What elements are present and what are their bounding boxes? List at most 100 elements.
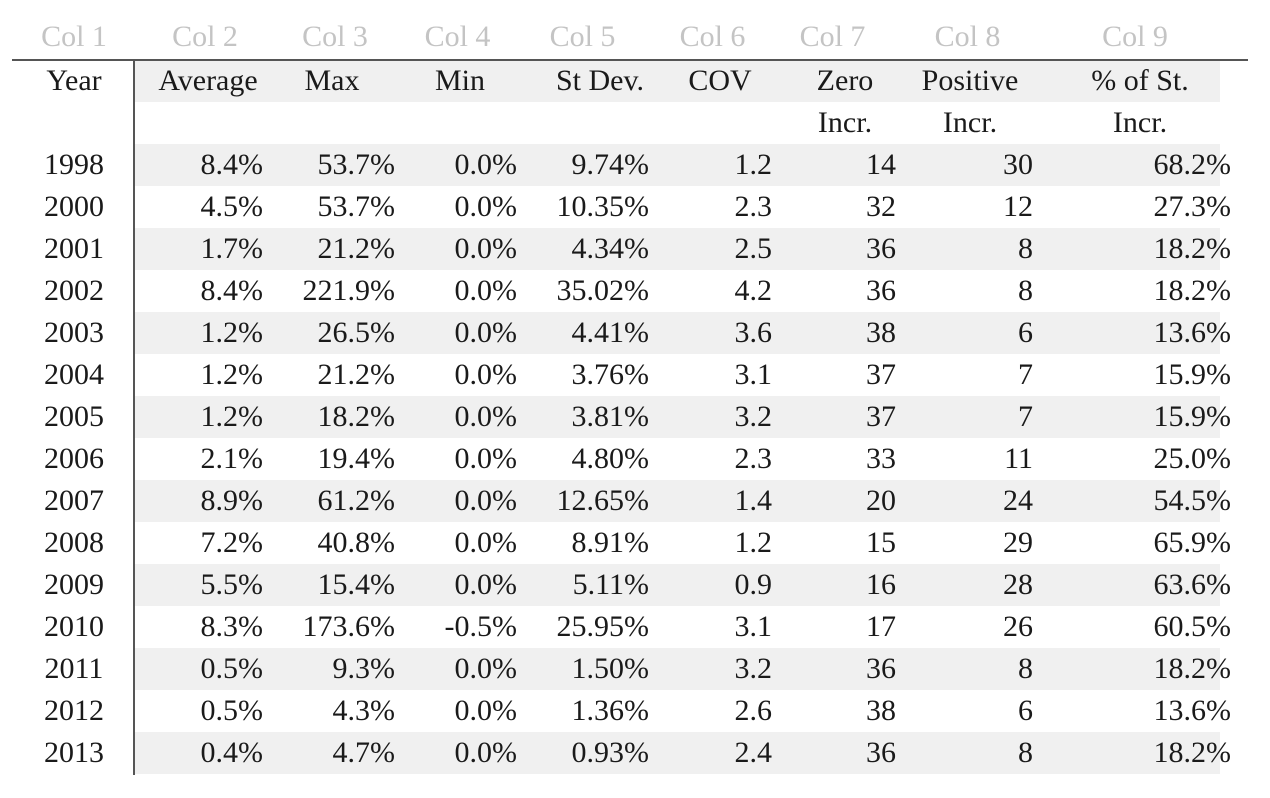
table-cell: 10.35%: [556, 190, 650, 223]
header-cell: COV: [688, 64, 752, 97]
table-cell: 5.11%: [572, 568, 649, 601]
table-cell: 2010: [44, 610, 104, 643]
header-cell: Zero: [816, 64, 874, 97]
table-cell: 2001: [44, 232, 104, 265]
table-cell: 0.0%: [454, 568, 518, 601]
table-cell: 18.2%: [1153, 232, 1232, 265]
table-cell: 6: [1018, 694, 1033, 727]
table-cell: 221.9%: [302, 274, 396, 307]
table-cell: 3.2: [734, 400, 773, 433]
table-cell: 8.3%: [200, 610, 264, 643]
table-cell: 1.7%: [200, 232, 264, 265]
table-cell: 1.36%: [571, 694, 650, 727]
header-cell: [535, 102, 665, 144]
table-cell: 2000: [44, 190, 104, 223]
table-cell: 32: [866, 190, 896, 223]
table-cell: 28: [1003, 568, 1033, 601]
header-cell: Incr.: [1112, 106, 1168, 139]
row-shading: [135, 732, 1220, 774]
row-shading: [135, 144, 1220, 186]
table-cell: 18.2%: [1153, 274, 1232, 307]
table-cell: 29: [1003, 526, 1033, 559]
table-cell: 26.5%: [317, 316, 396, 349]
table-cell: 2002: [44, 274, 104, 307]
table-cell: 15.9%: [1153, 358, 1232, 391]
table-cell: 0.0%: [454, 652, 518, 685]
table-cell: 15: [866, 526, 896, 559]
header-cell: [420, 102, 500, 144]
table-cell: 9.74%: [571, 148, 650, 181]
table-cell: 0.0%: [454, 274, 518, 307]
table-row: 2003 1.2% 26.5% 0.0% 4.41% 3.6 38 6 13.6%: [0, 312, 1270, 354]
header-cell: Average: [158, 64, 258, 97]
table-cell: 25.0%: [1153, 442, 1232, 475]
row-shading: [135, 312, 1220, 354]
header-row: Incr. Incr. Incr.: [0, 102, 1270, 144]
table-cell: 53.7%: [317, 190, 396, 223]
column-label: Col 7: [799, 20, 866, 53]
table-cell: 26: [1003, 610, 1033, 643]
table-cell: 4.2: [734, 274, 773, 307]
table-cell: 8.4%: [200, 148, 264, 181]
table-cell: 12: [1003, 190, 1033, 223]
table-cell: 7: [1018, 358, 1033, 391]
table-cell: 15.4%: [317, 568, 396, 601]
table-cell: 8.9%: [200, 484, 264, 517]
header-cell: [20, 102, 128, 144]
table-cell: 1.2%: [200, 316, 264, 349]
table-cell: 1.2%: [200, 400, 264, 433]
table-cell: 2007: [44, 484, 104, 517]
table-cell: 0.9: [734, 568, 773, 601]
table-cell: 2.3: [734, 442, 773, 475]
row-shading: [135, 564, 1220, 606]
table-row: 2007 8.9% 61.2% 0.0% 12.65% 1.4 20 24 54.5%: [0, 480, 1270, 522]
table-cell: 0.0%: [454, 316, 518, 349]
header-cell: Incr.: [942, 106, 998, 139]
table-cell: 40.8%: [317, 526, 396, 559]
table-cell: 4.7%: [332, 736, 396, 769]
table-cell: 0.5%: [200, 652, 264, 685]
table-cell: 3.2: [734, 652, 773, 685]
table-cell: 3.1: [734, 358, 773, 391]
table-cell: 1.2: [734, 148, 773, 181]
table-cell: 6: [1018, 316, 1033, 349]
year-column-rule: [133, 60, 135, 775]
table-cell: 30: [1003, 148, 1033, 181]
table-cell: 0.0%: [454, 694, 518, 727]
table-cell: 38: [866, 316, 896, 349]
table-cell: 4.41%: [571, 316, 650, 349]
table-cell: 2.6: [734, 694, 773, 727]
table-cell: 24: [1003, 484, 1033, 517]
header-cell: Year: [46, 64, 102, 97]
table-cell: 2.1%: [200, 442, 264, 475]
table-cell: 1998: [44, 148, 104, 181]
table-cell: 53.7%: [317, 148, 396, 181]
table-cell: 2009: [44, 568, 104, 601]
header-cell: Min: [434, 64, 485, 97]
table-cell: 0.0%: [454, 442, 518, 475]
table-cell: 173.6%: [302, 610, 396, 643]
table-cell: 2011: [44, 652, 104, 685]
table-cell: 2.4: [734, 736, 773, 769]
table-cell: 21.2%: [317, 358, 396, 391]
header-cell: Incr.: [817, 106, 873, 139]
table-cell: 61.2%: [317, 484, 396, 517]
table-row: 2000 4.5% 53.7% 0.0% 10.35% 2.3 32 12 27.3%: [0, 186, 1270, 228]
header-cell: Positive: [921, 64, 1019, 97]
table-cell: 2003: [44, 316, 104, 349]
table-cell: 1.2: [734, 526, 773, 559]
table-cell: 65.9%: [1153, 526, 1232, 559]
table-cell: 12.65%: [556, 484, 650, 517]
table-cell: 2013: [44, 736, 104, 769]
table-cell: 38: [866, 694, 896, 727]
table-cell: 37: [866, 400, 896, 433]
table-row: 2002 8.4% 221.9% 0.0% 35.02% 4.2 36 8 18.2%: [0, 270, 1270, 312]
table-cell: 2006: [44, 442, 104, 475]
table-cell: 2008: [44, 526, 104, 559]
table-cell: 54.5%: [1153, 484, 1232, 517]
table-cell: 3.1: [734, 610, 773, 643]
column-label: Col 6: [679, 20, 746, 53]
table-cell: 19.4%: [317, 442, 396, 475]
table-cell: 8: [1018, 652, 1033, 685]
table-cell: 4.34%: [571, 232, 650, 265]
